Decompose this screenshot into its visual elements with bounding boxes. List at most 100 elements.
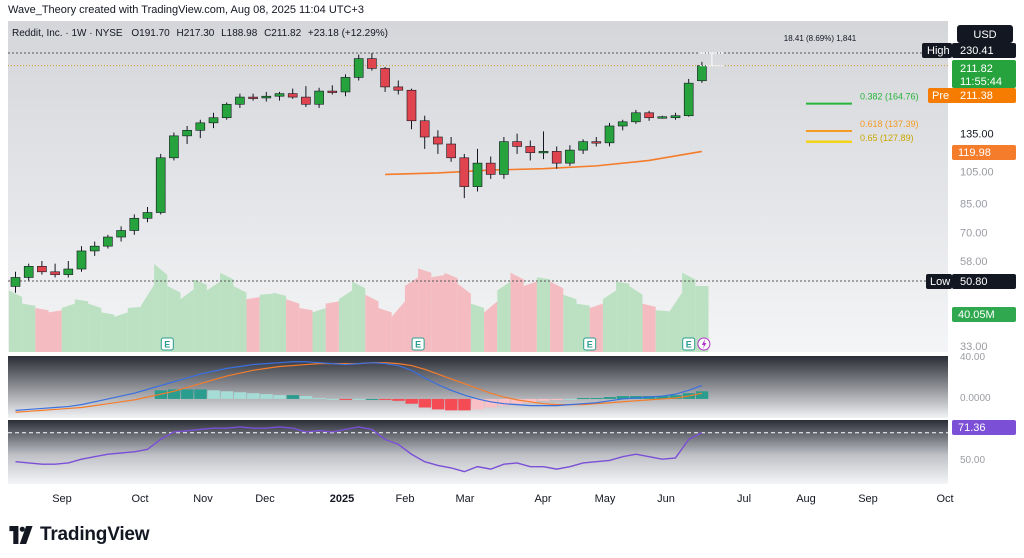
- candle: [235, 93, 245, 108]
- measure-label: 18.41 (8.69%) 1,841: [784, 34, 857, 43]
- volume-area-16: [220, 272, 234, 352]
- candle: [472, 148, 483, 192]
- candle-body: [419, 120, 430, 138]
- candle: [644, 110, 654, 121]
- candle: [10, 271, 21, 293]
- candle: [512, 133, 522, 154]
- candle-body: [446, 143, 456, 159]
- volume-value-label-bg: [952, 307, 1016, 322]
- legend: Reddit, Inc. · 1W · NYSE O191.70 H217.30…: [12, 28, 388, 39]
- candle: [591, 137, 602, 147]
- low-value-bg: [952, 274, 1016, 289]
- x-tick-label: Apr: [534, 493, 551, 505]
- x-tick-label: Sep: [52, 493, 72, 505]
- volume-area-48: [642, 303, 656, 352]
- currency-button[interactable]: USD: [957, 25, 1013, 43]
- candle-body: [63, 268, 74, 275]
- candle: [380, 66, 390, 92]
- candle-body: [393, 86, 404, 91]
- candle: [578, 139, 588, 154]
- candle: [169, 132, 179, 161]
- macd-hist-bar: [313, 397, 326, 399]
- volume-area-10: [140, 284, 155, 352]
- candle: [287, 88, 298, 99]
- macd-hist-bar: [577, 397, 590, 399]
- brand-name: TradingView: [40, 524, 150, 545]
- candle-body: [459, 157, 470, 187]
- candle-body: [340, 77, 351, 93]
- volume-area-15: [206, 281, 221, 352]
- volume-area-22: [299, 308, 313, 352]
- candle: [63, 261, 74, 278]
- volume-value-label: 40.05M: [952, 307, 1016, 322]
- macd-hist-bar: [194, 389, 207, 399]
- ema-line: [385, 150, 703, 176]
- macd-hist-bar: [405, 398, 418, 404]
- x-tick-label: Aug: [796, 493, 816, 505]
- earnings-letter: E: [686, 340, 692, 350]
- candle: [393, 80, 404, 95]
- x-tick-label: 2025: [330, 493, 354, 505]
- currency-label: USD: [973, 29, 996, 41]
- volume-area-25: [338, 290, 353, 352]
- candles: [10, 53, 707, 293]
- macd-hist-bar: [181, 389, 194, 399]
- earnings-letter: E: [587, 340, 593, 350]
- rsi-indicator: [8, 426, 948, 473]
- candle-body: [670, 115, 681, 119]
- earnings-letter: E: [415, 340, 421, 350]
- volume-area-23: [312, 308, 326, 352]
- candle: [459, 153, 470, 199]
- candle: [499, 137, 509, 179]
- candle-body: [208, 117, 219, 124]
- x-tick-label: Jul: [737, 493, 751, 505]
- rsi-pane-bg: [8, 420, 948, 484]
- candle-body: [485, 162, 496, 175]
- candle-body: [314, 90, 324, 105]
- candle-body: [565, 149, 575, 164]
- candle-body: [274, 93, 285, 97]
- volume-area-39: [523, 281, 537, 352]
- last-price-text: 211.82: [960, 63, 993, 75]
- volume-area-36: [484, 301, 498, 352]
- macd-hist-bar: [484, 398, 498, 408]
- macd-hist-bar: [339, 398, 352, 400]
- candle-body: [301, 96, 311, 105]
- lightning-bolt: [701, 339, 707, 349]
- volume-area-33: [444, 272, 458, 352]
- candle-body: [155, 157, 166, 213]
- low-label-bg: [926, 274, 952, 289]
- candle-body: [604, 125, 615, 144]
- volume-area-7: [101, 312, 115, 352]
- candle: [538, 131, 549, 160]
- candle: [670, 112, 681, 120]
- price-chart[interactable]: 18.41 (8.69%) 1,841 E E E E Reddit, Inc. · …: [0, 20, 1024, 520]
- volume-area-45: [602, 290, 617, 352]
- volume-area-38: [510, 272, 524, 352]
- volume-area-18: [246, 297, 260, 352]
- rsi-value-label-text: 71.36: [958, 422, 986, 434]
- volume-area-6: [88, 303, 102, 352]
- volume-area-40: [536, 277, 551, 352]
- fib-labels: 0.382 (164.76) 0.618 (137.39) 0.65 (127.89…: [860, 92, 919, 143]
- low-label-text: Low: [930, 276, 950, 288]
- candle-body: [367, 58, 377, 69]
- earnings-badge: [682, 337, 696, 351]
- volume-area-17: [233, 286, 247, 352]
- candle-body: [195, 122, 206, 131]
- tradingview-logo[interactable]: TradingView: [8, 524, 150, 546]
- macd-hist-bar: [471, 398, 484, 410]
- candle: [419, 115, 430, 149]
- volume-area-4: [61, 303, 75, 352]
- volume-area-1: [22, 303, 36, 352]
- volume-area-37: [497, 281, 511, 352]
- fib-618-label: 0.618 (137.39): [860, 119, 919, 129]
- ohlc-close: C211.82: [264, 28, 302, 39]
- candle: [551, 146, 562, 169]
- candle-body: [287, 93, 298, 98]
- countdown-text: 11:55:44: [960, 76, 1002, 88]
- candle: [155, 153, 166, 215]
- y-tick-label: 105.00: [960, 167, 994, 179]
